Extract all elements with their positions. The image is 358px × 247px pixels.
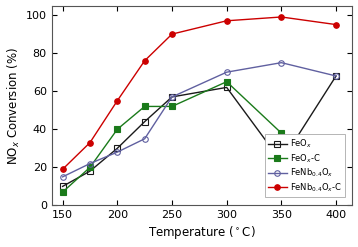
FeNb$_{0.4}$O$_x$-C bbox=[88, 141, 92, 144]
FeNb$_{0.4}$O$_x$-C bbox=[115, 99, 120, 102]
FeNb$_{0.4}$O$_x$-C bbox=[279, 16, 284, 19]
FeO$_x$-C bbox=[142, 105, 147, 108]
Line: FeO$_x$-C: FeO$_x$-C bbox=[60, 79, 284, 195]
FeO$_x$-C bbox=[61, 191, 65, 194]
FeNb$_{0.4}$O$_x$ bbox=[61, 175, 65, 178]
FeO$_x$ bbox=[170, 95, 174, 98]
FeNb$_{0.4}$O$_x$-C bbox=[224, 19, 229, 22]
Line: FeNb$_{0.4}$O$_x$-C: FeNb$_{0.4}$O$_x$-C bbox=[60, 14, 339, 172]
FeNb$_{0.4}$O$_x$ bbox=[115, 151, 120, 154]
Y-axis label: NO$_x$ Conversion (%): NO$_x$ Conversion (%) bbox=[6, 46, 21, 165]
FeO$_x$-C bbox=[279, 132, 284, 135]
FeO$_x$ bbox=[334, 75, 338, 78]
FeNb$_{0.4}$O$_x$ bbox=[88, 162, 92, 165]
FeNb$_{0.4}$O$_x$-C bbox=[61, 168, 65, 171]
FeO$_x$-C bbox=[224, 80, 229, 83]
Line: FeO$_x$: FeO$_x$ bbox=[60, 73, 339, 189]
FeNb$_{0.4}$O$_x$-C bbox=[170, 33, 174, 36]
FeO$_x$ bbox=[115, 147, 120, 150]
FeNb$_{0.4}$O$_x$ bbox=[224, 71, 229, 74]
FeNb$_{0.4}$O$_x$ bbox=[334, 75, 338, 78]
Line: FeNb$_{0.4}$O$_x$: FeNb$_{0.4}$O$_x$ bbox=[60, 60, 339, 180]
FeO$_x$ bbox=[224, 86, 229, 89]
FeO$_x$ bbox=[279, 160, 284, 163]
FeNb$_{0.4}$O$_x$ bbox=[142, 137, 147, 140]
FeNb$_{0.4}$O$_x$ bbox=[170, 95, 174, 98]
FeNb$_{0.4}$O$_x$-C bbox=[334, 23, 338, 26]
FeO$_x$-C bbox=[115, 128, 120, 131]
FeO$_x$-C bbox=[170, 105, 174, 108]
X-axis label: Temperature ($^\circ$C): Temperature ($^\circ$C) bbox=[148, 225, 256, 242]
FeO$_x$ bbox=[61, 185, 65, 188]
FeO$_x$ bbox=[142, 120, 147, 123]
FeNb$_{0.4}$O$_x$-C bbox=[142, 59, 147, 62]
FeO$_x$-C bbox=[88, 166, 92, 169]
FeNb$_{0.4}$O$_x$ bbox=[279, 61, 284, 64]
Legend: FeO$_x$, FeO$_x$-C, FeNb$_{0.4}$O$_x$, FeNb$_{0.4}$O$_x$-C: FeO$_x$, FeO$_x$-C, FeNb$_{0.4}$O$_x$, F… bbox=[265, 134, 345, 197]
FeO$_x$ bbox=[88, 170, 92, 173]
